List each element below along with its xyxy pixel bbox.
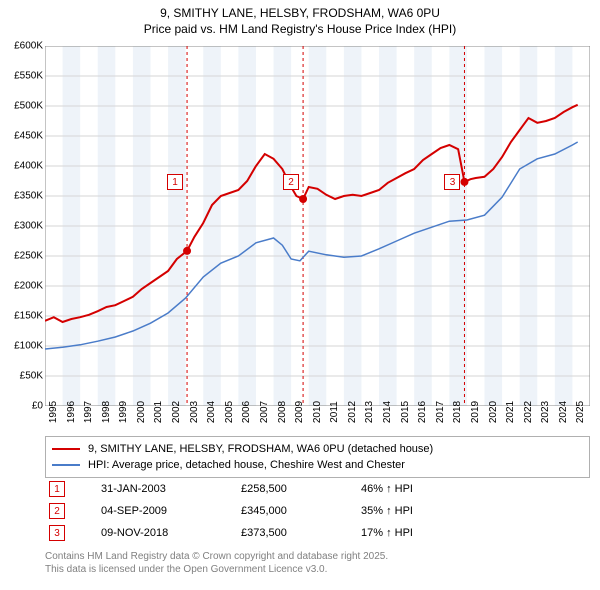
footer-line1: Contains HM Land Registry data © Crown c… [45, 550, 388, 563]
xtick-label: 2007 [259, 401, 270, 423]
marker-date: 09-NOV-2018 [101, 527, 241, 539]
xtick-label: 2015 [400, 401, 411, 423]
markers-table: 1 31-JAN-2003£258,50046% ↑ HPI 2 04-SEP-200… [45, 478, 590, 544]
marker-badge: 3 [49, 525, 65, 541]
chart-area [45, 46, 590, 406]
legend-label-1: 9, SMITHY LANE, HELSBY, FRODSHAM, WA6 0P… [88, 443, 433, 455]
xtick-label: 2011 [329, 401, 340, 423]
marker-date: 04-SEP-2009 [101, 505, 241, 517]
ytick-label: £300K [14, 221, 43, 232]
marker-badge: 1 [49, 481, 65, 497]
xtick-label: 2024 [558, 401, 569, 423]
marker-price: £258,500 [241, 483, 361, 495]
xtick-label: 2003 [189, 401, 200, 423]
legend-row-1: 9, SMITHY LANE, HELSBY, FRODSHAM, WA6 0P… [52, 441, 583, 457]
ytick-label: £200K [14, 281, 43, 292]
marker-row: 2 04-SEP-2009£345,00035% ↑ HPI [45, 500, 590, 522]
title-line2: Price paid vs. HM Land Registry's House … [0, 22, 600, 38]
marker-date: 31-JAN-2003 [101, 483, 241, 495]
marker-price: £345,000 [241, 505, 361, 517]
chart-marker-badge: 3 [444, 174, 460, 190]
footer-line2: This data is licensed under the Open Gov… [45, 563, 388, 576]
footer-text: Contains HM Land Registry data © Crown c… [45, 550, 388, 576]
ytick-label: £500K [14, 101, 43, 112]
ytick-label: £250K [14, 251, 43, 262]
ytick-label: £0 [32, 401, 43, 412]
xtick-label: 2014 [382, 401, 393, 423]
xtick-label: 2004 [206, 401, 217, 423]
ytick-label: £450K [14, 131, 43, 142]
xtick-label: 2005 [224, 401, 235, 423]
xtick-label: 2020 [488, 401, 499, 423]
legend-swatch-1 [52, 448, 80, 451]
xtick-label: 2022 [523, 401, 534, 423]
ytick-label: £350K [14, 191, 43, 202]
xtick-label: 2025 [575, 401, 586, 423]
chart-container: 9, SMITHY LANE, HELSBY, FRODSHAM, WA6 0P… [0, 0, 600, 590]
xtick-label: 2008 [277, 401, 288, 423]
xtick-label: 2006 [241, 401, 252, 423]
ytick-label: £100K [14, 341, 43, 352]
marker-row: 3 09-NOV-2018£373,50017% ↑ HPI [45, 522, 590, 544]
xtick-label: 2017 [435, 401, 446, 423]
marker-badge: 2 [49, 503, 65, 519]
xtick-label: 1997 [83, 401, 94, 423]
xtick-label: 1998 [101, 401, 112, 423]
xtick-label: 1999 [118, 401, 129, 423]
xtick-label: 2023 [540, 401, 551, 423]
ytick-label: £150K [14, 311, 43, 322]
xtick-label: 2000 [136, 401, 147, 423]
legend-box: 9, SMITHY LANE, HELSBY, FRODSHAM, WA6 0P… [45, 436, 590, 478]
xtick-label: 2012 [347, 401, 358, 423]
ytick-label: £400K [14, 161, 43, 172]
xtick-label: 1996 [66, 401, 77, 423]
ytick-label: £550K [14, 71, 43, 82]
title-line1: 9, SMITHY LANE, HELSBY, FRODSHAM, WA6 0P… [0, 6, 600, 22]
xtick-label: 2010 [312, 401, 323, 423]
title-block: 9, SMITHY LANE, HELSBY, FRODSHAM, WA6 0P… [0, 0, 600, 37]
xtick-label: 2019 [470, 401, 481, 423]
xtick-label: 2002 [171, 401, 182, 423]
xtick-label: 2016 [417, 401, 428, 423]
ytick-label: £50K [20, 371, 43, 382]
marker-pct: 35% ↑ HPI [361, 505, 481, 517]
ytick-label: £600K [14, 41, 43, 52]
marker-pct: 46% ↑ HPI [361, 483, 481, 495]
xtick-label: 2001 [153, 401, 164, 423]
chart-marker-badge: 2 [283, 174, 299, 190]
legend-label-2: HPI: Average price, detached house, Ches… [88, 459, 405, 471]
marker-price: £373,500 [241, 527, 361, 539]
xtick-label: 2013 [364, 401, 375, 423]
chart-svg [45, 46, 590, 406]
legend-swatch-2 [52, 464, 80, 466]
legend-row-2: HPI: Average price, detached house, Ches… [52, 457, 583, 473]
xtick-label: 1995 [48, 401, 59, 423]
xtick-label: 2021 [505, 401, 516, 423]
chart-marker-badge: 1 [167, 174, 183, 190]
marker-pct: 17% ↑ HPI [361, 527, 481, 539]
xtick-label: 2009 [294, 401, 305, 423]
xtick-label: 2018 [452, 401, 463, 423]
marker-row: 1 31-JAN-2003£258,50046% ↑ HPI [45, 478, 590, 500]
